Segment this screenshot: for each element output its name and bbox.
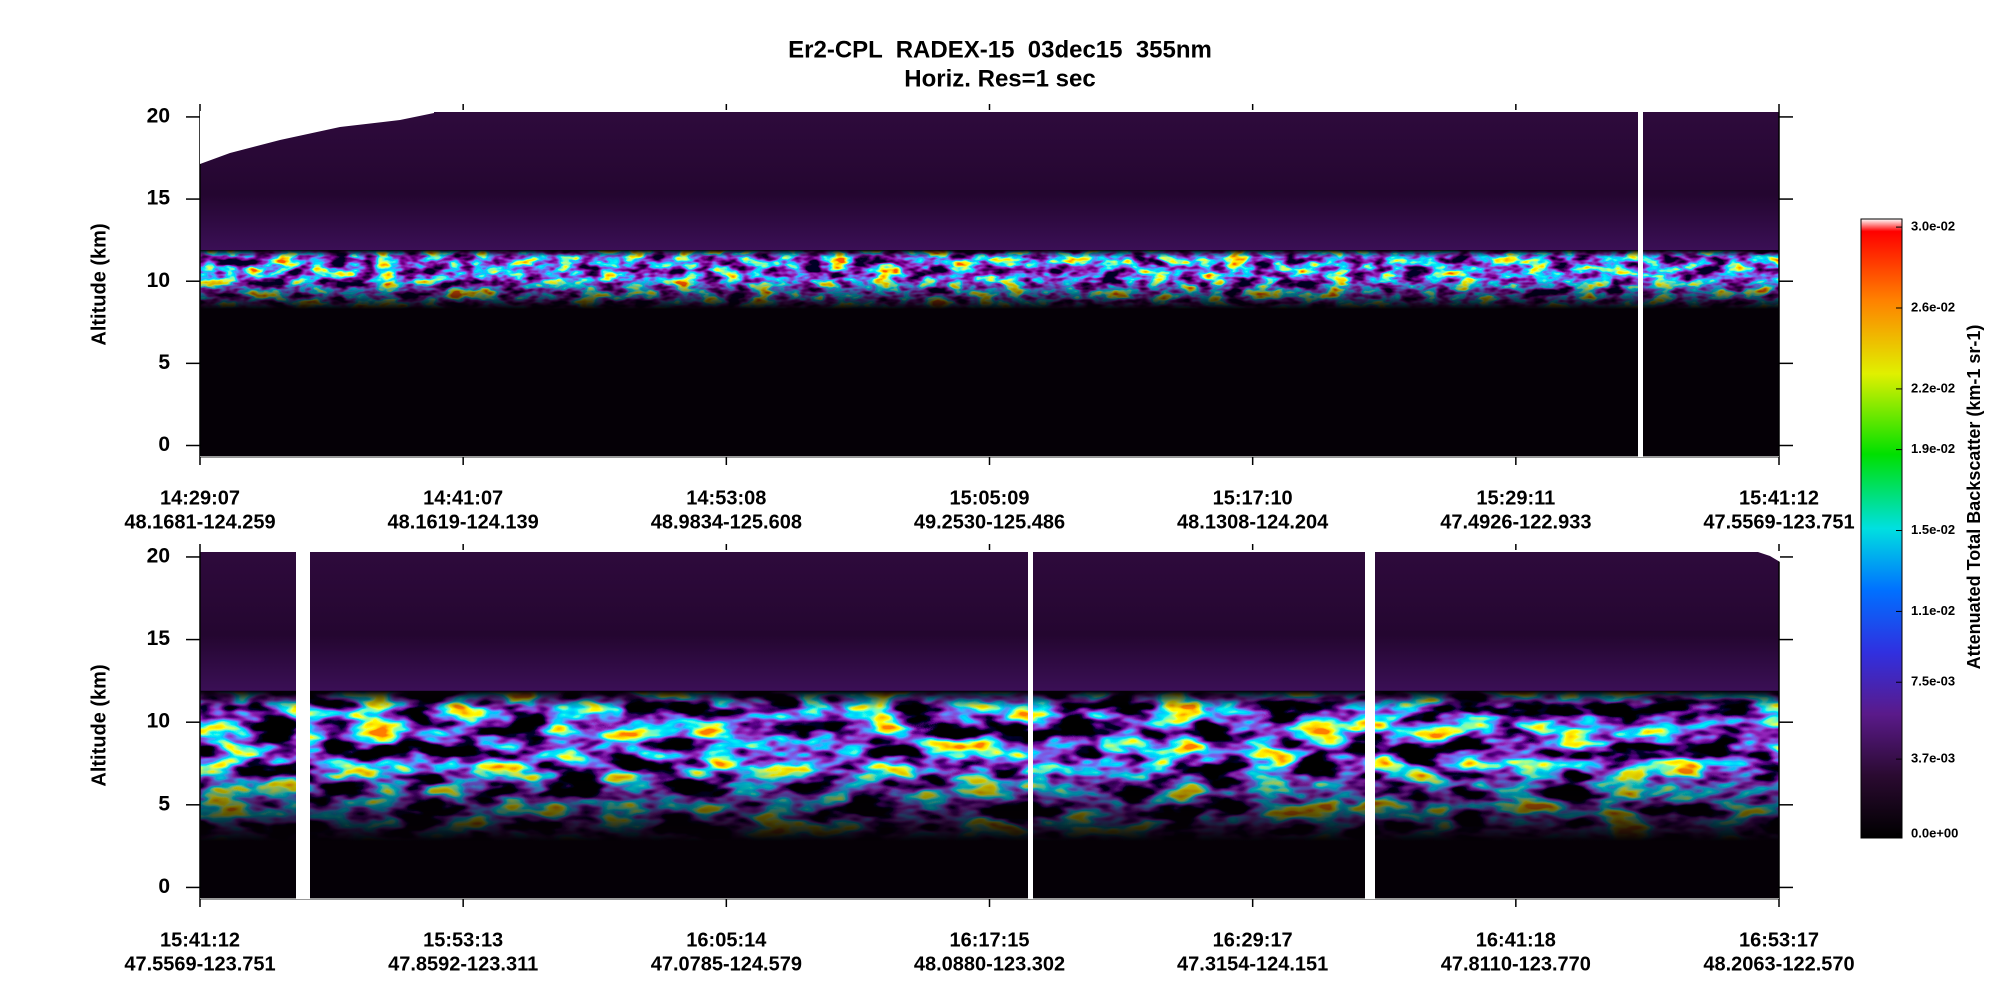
chart-title: Er2-CPL RADEX-15 03dec15 355nm [788,36,1212,63]
x-tick-location: 49.2530-125.486 [914,511,1065,533]
data-gap [1028,552,1033,899]
x-tick-location: 48.1681-124.259 [124,511,275,533]
x-tick-location: 48.1619-124.139 [388,511,539,533]
plots: 0 5 10 15 20 Altitude (km) 14:29:0748.1681-124… [88,104,1855,975]
colorbar-tick-label: 2.6e-02 [1911,299,1955,314]
colorbar-ticks: 0.0e+00 3.7e-03 7.5e-03 1.1e-02 1.5e-02 1.9e-… [1896,219,1958,840]
x-tick-time: 16:05:14 [686,929,767,951]
y-tick-label: 20 [147,104,170,127]
y-tick-label: 0 [158,433,170,456]
x-tick-location: 48.9834-125.608 [651,511,802,533]
no-data [200,111,434,164]
colorbar-tick-label: 2.2e-02 [1911,380,1955,395]
x-tick-time: 15:29:11 [1476,487,1555,509]
cloud-layer [200,690,1779,842]
y-tick-label: 15 [147,627,171,650]
x-tick-time: 16:29:17 [1213,929,1293,951]
x-tick-location: 47.4926-122.933 [1440,511,1591,533]
colorbar-label: Attenuated Total Backscatter (km-1 sr-1) [1964,325,1984,670]
colorbar [1860,218,1903,839]
x-tick-location: 47.8592-123.311 [388,953,538,975]
colorbar-tick-label: 1.5e-02 [1911,522,1955,537]
colorbar-tick-label: 1.9e-02 [1911,441,1955,456]
y-axis-label: Altitude (km) [88,664,110,786]
x-tick-time: 15:53:13 [423,929,503,951]
x-tick-location: 48.1308-124.204 [1177,511,1329,533]
colorbar-tick-label: 1.1e-02 [1911,603,1955,618]
x-tick-time: 16:53:17 [1739,929,1819,951]
x-tick-location: 47.8110-123.770 [1441,953,1591,975]
x-tick-location: 48.0880-123.302 [914,953,1065,975]
y-axis-label: Altitude (km) [88,223,110,345]
x-tick-location: 47.3154-124.151 [1177,953,1328,975]
curtain-panel: 0 5 10 15 20 Altitude (km) 14:29:0748.1681-124… [88,104,1855,533]
x-tick-time: 16:41:18 [1476,929,1556,951]
upper-atmosphere [200,552,1779,691]
x-tick-time: 16:17:15 [949,929,1029,951]
x-tick-location: 48.2063-122.570 [1703,953,1854,975]
y-tick-label: 20 [147,545,170,568]
y-tick-label: 15 [147,187,171,210]
x-tick-time: 14:53:08 [686,487,766,509]
cloud-layer [200,250,1779,310]
data-gap [296,552,310,899]
colorbar-tick-label: 0.0e+00 [1911,825,1958,840]
upper-atmosphere [200,112,1779,250]
colorbar-tick-label: 3.7e-03 [1911,751,1955,766]
colorbar-tick-label: 7.5e-03 [1911,674,1955,689]
x-tick-time: 15:05:09 [949,487,1029,509]
x-tick-time: 15:17:10 [1213,487,1293,509]
x-tick-location: 47.5569-123.751 [1703,511,1854,533]
overlay [200,111,1780,899]
x-tick-time: 14:41:07 [423,487,503,509]
chart-subtitle: Horiz. Res=1 sec [904,65,1095,92]
y-tick-label: 5 [158,351,170,374]
colorbar-tick-label: 3.0e-02 [1911,219,1955,234]
x-tick-location: 47.5569-123.751 [124,953,275,975]
x-tick-time: 15:41:12 [160,929,240,951]
data-gap [1365,552,1375,899]
data-gap [1638,112,1643,457]
y-tick-label: 10 [147,710,170,733]
x-tick-time: 14:29:07 [160,487,240,509]
y-tick-label: 10 [147,269,170,292]
curtain-panel: 0 5 10 15 20 Altitude (km) 15:41:1247.5569-123… [88,544,1855,975]
y-tick-label: 5 [158,792,170,815]
no-data [1755,551,1780,562]
x-tick-time: 15:41:12 [1739,487,1819,509]
y-tick-label: 0 [158,875,170,898]
x-tick-location: 47.0785-124.579 [651,953,802,975]
